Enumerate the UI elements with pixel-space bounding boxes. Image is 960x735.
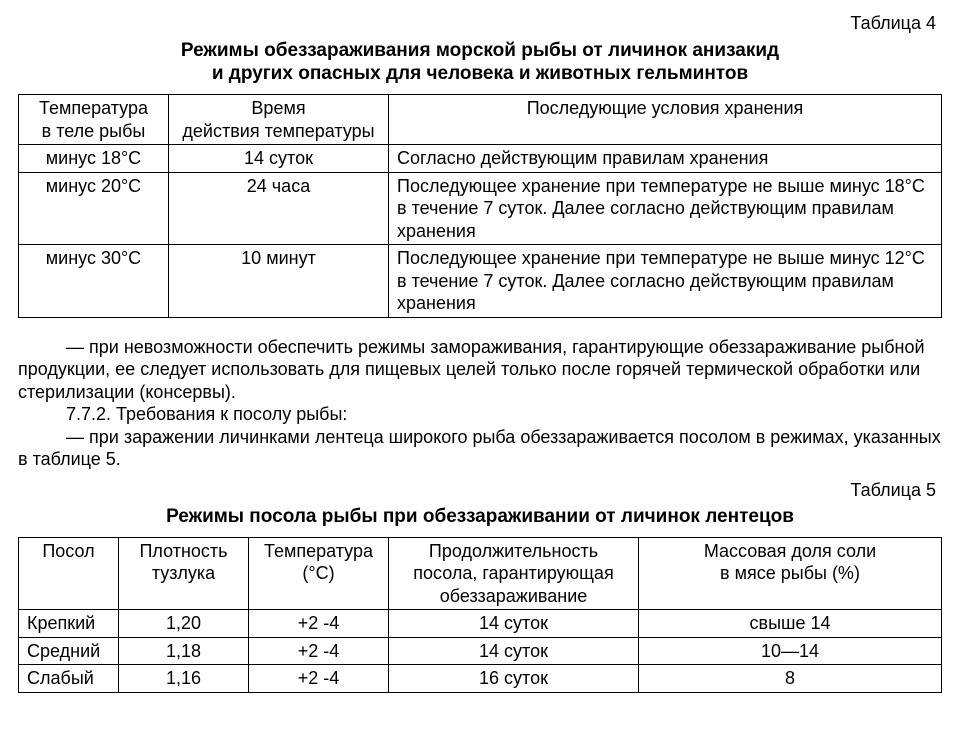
table-row: Слабый 1,16 +2 -4 16 суток 8 [19,665,942,693]
table5-r2-c1: Средний [19,637,119,665]
table4-title-line1: Режимы обеззараживания морской рыбы от л… [181,40,779,61]
table5-col4-header: Продолжительность посола, гарантирующая … [389,537,639,610]
table5-r2-c2: 1,18 [119,637,249,665]
table5-col3-header: Температура (°С) [249,537,389,610]
table5-title: Режимы посола рыбы при обеззараживании о… [18,505,942,529]
table5-r3-c1: Слабый [19,665,119,693]
table4-r1-temp: минус 18°С [19,145,169,173]
table4-r2-temp: минус 20°С [19,172,169,245]
table5-r3-c2: 1,16 [119,665,249,693]
table-row: минус 30°С 10 минут Последующее хранение… [19,245,942,318]
table5-col1-header: Посол [19,537,119,610]
table4-col3-header: Последующие условия хранения [389,95,942,145]
table5-r2-c5: 10—14 [639,637,942,665]
table4-r1-time: 14 суток [169,145,389,173]
table-row: Крепкий 1,20 +2 -4 14 суток свыше 14 [19,610,942,638]
table5-label: Таблица 5 [18,479,936,502]
table4-r1-cond: Согласно действующим правилам хранения [389,145,942,173]
table4-r3-cond: Последующее хранение при температуре не … [389,245,942,318]
table4-title-line2: и других опасных для человека и животных… [212,63,748,84]
table5-r1-c3: +2 -4 [249,610,389,638]
table4: Температура в теле рыбы Время действия т… [18,94,942,318]
body-paragraphs: — при невозможности обеспечить режимы за… [18,336,942,471]
table5-r3-c3: +2 -4 [249,665,389,693]
table4-col1-header: Температура в теле рыбы [19,95,169,145]
table4-col2-header: Время действия температуры [169,95,389,145]
table4-label: Таблица 4 [18,12,936,35]
table-row: минус 20°С 24 часа Последующее хранение … [19,172,942,245]
table-row: минус 18°С 14 суток Согласно действующим… [19,145,942,173]
paragraph-2: 7.7.2. Требования к посолу рыбы: [18,403,942,426]
table4-r2-cond: Последующее хранение при температуре не … [389,172,942,245]
table-row: Средний 1,18 +2 -4 14 суток 10—14 [19,637,942,665]
table4-r2-time: 24 часа [169,172,389,245]
table5: Посол Плотность тузлука Температура (°С)… [18,537,942,693]
table5-col2-header: Плотность тузлука [119,537,249,610]
table5-header-row: Посол Плотность тузлука Температура (°С)… [19,537,942,610]
table5-r1-c5: свыше 14 [639,610,942,638]
table5-r2-c4: 14 суток [389,637,639,665]
table5-r1-c2: 1,20 [119,610,249,638]
table5-r1-c1: Крепкий [19,610,119,638]
table5-r3-c4: 16 суток [389,665,639,693]
paragraph-1: — при невозможности обеспечить режимы за… [18,336,942,404]
table5-r1-c4: 14 суток [389,610,639,638]
table4-r3-temp: минус 30°С [19,245,169,318]
table4-title: Режимы обеззараживания морской рыбы от л… [18,39,942,87]
table5-col5-header: Массовая доля соли в мясе рыбы (%) [639,537,942,610]
paragraph-3: — при заражении личинками лентеца широко… [18,426,942,471]
table5-r2-c3: +2 -4 [249,637,389,665]
table4-r3-time: 10 минут [169,245,389,318]
table5-r3-c5: 8 [639,665,942,693]
table4-header-row: Температура в теле рыбы Время действия т… [19,95,942,145]
